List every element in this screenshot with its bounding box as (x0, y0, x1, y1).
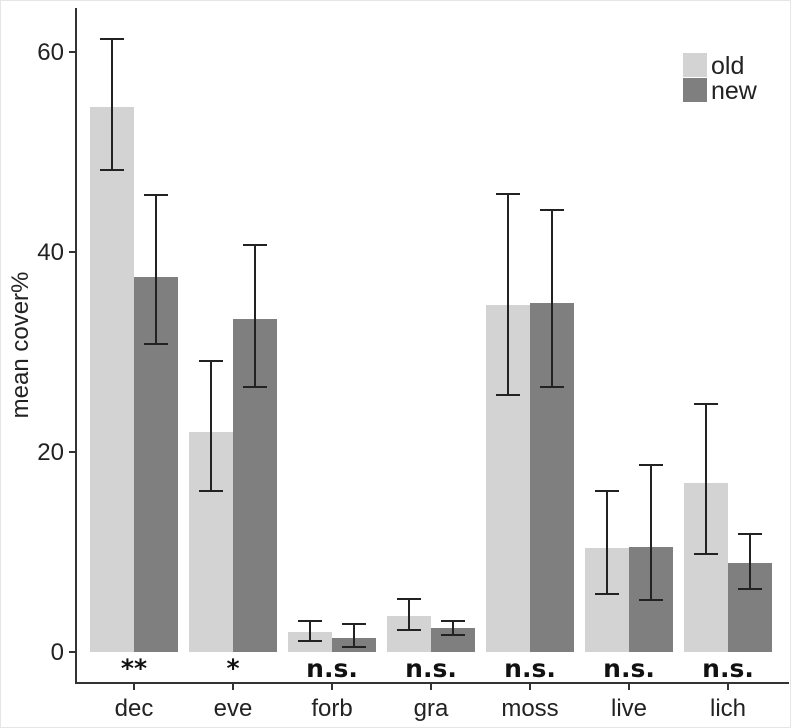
error-bar-old-dec (100, 38, 124, 171)
error-bar-new-lich (738, 533, 762, 590)
error-bar-new-dec (144, 194, 168, 345)
significance-label-live: n.s. (603, 654, 655, 683)
significance-label-lich: n.s. (702, 654, 754, 683)
bars-layer (90, 107, 772, 652)
y-axis-title: mean cover% (7, 272, 34, 419)
legend-swatch-new (683, 78, 707, 102)
x-tick-label-lich: lich (710, 695, 746, 722)
significance-label-gra: n.s. (405, 654, 457, 683)
x-tick-label-eve: eve (214, 695, 253, 722)
y-tick-label-0: 0 (51, 639, 64, 666)
error-bar-old-gra (397, 598, 421, 631)
significance-label-forb: n.s. (306, 654, 358, 683)
x-tick-label-dec: dec (115, 695, 154, 722)
error-bar-new-gra (441, 620, 465, 636)
error-bar-old-lich (694, 403, 718, 555)
y-tick-label-40: 40 (37, 239, 64, 266)
significance-label-moss: n.s. (504, 654, 556, 683)
error-bar-old-forb (298, 620, 322, 642)
error-bar-new-live (639, 464, 663, 601)
x-ticks-layer: dec eve forb gra moss live lich (115, 683, 746, 722)
legend-label-old: old (711, 52, 744, 80)
bar-old-dec (90, 107, 134, 652)
error-bar-old-eve (199, 360, 223, 492)
legend-swatch-old (683, 53, 707, 77)
error-bar-new-moss (540, 209, 564, 388)
x-tick-label-forb: forb (311, 695, 352, 722)
y-tick-label-60: 60 (37, 39, 64, 66)
error-bar-old-live (595, 490, 619, 595)
error-bars-layer (100, 38, 762, 648)
significance-label-dec: ** (121, 654, 147, 683)
y-tick-label-20: 20 (37, 439, 64, 466)
y-ticks-layer: 0 20 40 60 (37, 39, 76, 666)
x-tick-label-gra: gra (414, 695, 449, 722)
error-bar-old-moss (496, 193, 520, 396)
error-bar-new-forb (342, 623, 366, 648)
x-tick-label-moss: moss (501, 695, 558, 722)
significance-label-eve: * (226, 654, 239, 683)
error-bar-new-eve (243, 244, 267, 388)
x-tick-label-live: live (611, 695, 647, 722)
legend-label-new: new (711, 77, 758, 105)
significance-layer: ** * n.s. n.s. n.s. n.s. n.s. (121, 654, 754, 683)
